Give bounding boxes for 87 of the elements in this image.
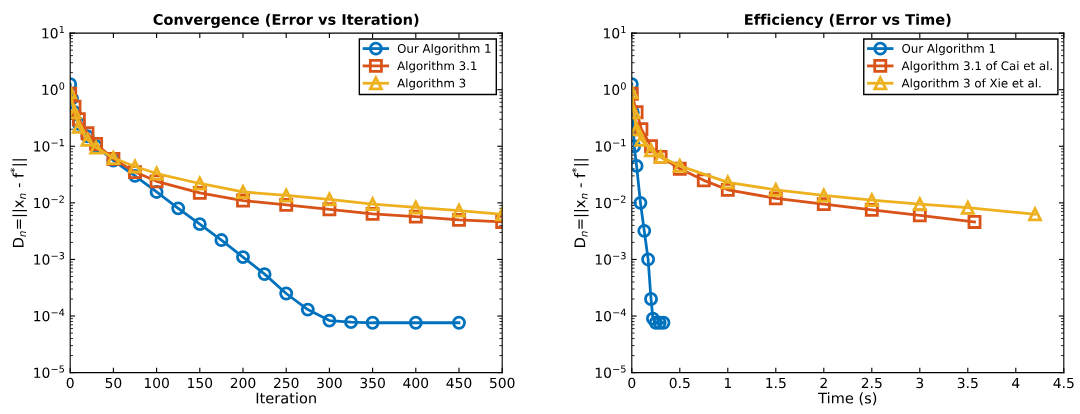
point (644, 143, 658, 158)
point (365, 197, 380, 212)
x-tick-label: 2 (820, 377, 827, 389)
legend-label: Algorithm 3.1 (397, 61, 477, 73)
point (300, 302, 315, 317)
y-tick-label: 10$^{−2}$ (34, 195, 64, 209)
point (257, 267, 272, 282)
x-tick-label: 300 (317, 377, 342, 389)
point (864, 193, 879, 208)
y-tick-label: 10$^{−2}$ (595, 195, 626, 209)
x-tick-label: 450 (446, 377, 472, 389)
chart-title: Efficiency (Error vs Time) (745, 13, 951, 28)
legend-label: Algorithm 3 of Xie et al. (901, 78, 1041, 90)
point (912, 197, 927, 212)
x-tick-label: 0 (66, 377, 74, 389)
point (960, 200, 975, 215)
x-tick-label: 0.5 (669, 377, 690, 389)
y-tick-label: 10$^{−5}$ (595, 365, 626, 378)
x-tick-label: 50 (105, 377, 122, 389)
x-tick-label: 500 (490, 377, 515, 389)
point (279, 188, 294, 203)
point (171, 201, 186, 216)
point (633, 195, 648, 210)
x-axis-title: Iteration (256, 392, 316, 404)
point (452, 203, 466, 218)
point (279, 286, 294, 301)
x-tick-label: 1.5 (766, 377, 786, 389)
x-tick-label: 0 (628, 377, 636, 389)
point (192, 217, 207, 232)
point (967, 215, 982, 229)
point (192, 176, 207, 191)
point (645, 311, 660, 326)
point (656, 315, 671, 330)
legend-label: Our Algorithm 1 (397, 43, 491, 56)
x-tick-label: 3.5 (957, 377, 978, 389)
y-axis-title: D$_{n}$=||x$_{n}$ - f$^{*}$|| (571, 159, 589, 247)
y-tick-label: 10$^{−3}$ (595, 252, 626, 265)
point (644, 292, 658, 306)
x-tick-label: 4.5 (1053, 377, 1074, 389)
y-tick-label: 10$^{−3}$ (34, 252, 65, 265)
point (652, 315, 667, 330)
point (128, 159, 142, 174)
x-tick-label: 1 (724, 377, 731, 389)
y-tick-label: 10$^{−4}$ (595, 308, 626, 322)
point (641, 252, 656, 267)
y-axis-title: D$_{n}$=||x$_{n}$ - f$^{*}$|| (10, 159, 27, 247)
x-tick-label: 400 (403, 377, 429, 389)
legend-label: Our Algorithm 1 (902, 43, 995, 56)
x-tick-label: 2.5 (861, 377, 882, 389)
y-tick-label: 10$^{0}$ (42, 82, 65, 96)
point (816, 188, 831, 203)
x-tick-label: 3 (916, 377, 924, 389)
point (631, 158, 644, 173)
point (149, 166, 164, 181)
x-axis-title: Time (s) (818, 392, 877, 406)
point (214, 233, 229, 248)
x-tick-label: 350 (360, 377, 385, 389)
point (452, 315, 466, 330)
point (408, 315, 423, 330)
point (1028, 207, 1042, 222)
y-tick-label: 10$^{−1}$ (34, 139, 64, 152)
legend-label: Algorithm 3.1 of Cai et al. (901, 61, 1052, 73)
point (322, 313, 337, 328)
point (637, 223, 652, 238)
point (768, 182, 783, 197)
point (408, 200, 423, 215)
x-tick-label: 4 (1012, 377, 1020, 389)
y-tick-label: 10$^{0}$ (604, 82, 626, 96)
y-tick-label: 10$^{1}$ (604, 25, 626, 39)
y-tick-label: 10$^{1}$ (42, 25, 64, 39)
point (344, 315, 358, 330)
point (236, 184, 250, 199)
chart-title: Convergence (Error vs Iteration) (153, 13, 419, 28)
point (236, 250, 250, 265)
point (322, 192, 337, 207)
x-tick-label: 200 (230, 377, 256, 389)
y-tick-label: 10$^{−5}$ (34, 365, 64, 378)
x-tick-label: 100 (144, 377, 169, 389)
point (720, 175, 735, 190)
y-tick-label: 10$^{−4}$ (34, 308, 65, 322)
y-tick-label: 10$^{−1}$ (595, 139, 626, 152)
point (631, 122, 644, 137)
x-tick-label: 150 (188, 377, 213, 389)
point (365, 315, 380, 330)
point (648, 315, 663, 330)
legend-label: Algorithm 3 (397, 78, 466, 90)
x-tick-label: 250 (273, 377, 299, 389)
